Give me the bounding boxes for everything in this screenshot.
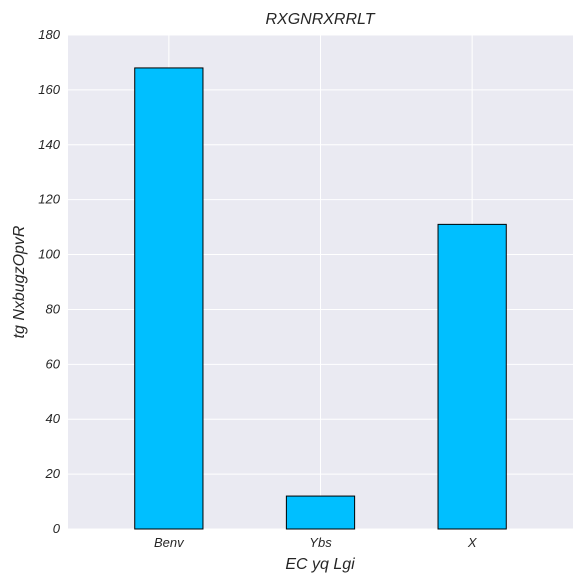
y-tick-labels: 0 20 40 60 80 100 120 140 160 180 bbox=[38, 27, 60, 536]
y-tick-label: 180 bbox=[38, 27, 60, 42]
x-tick-labels: Benv Ybs X bbox=[154, 535, 478, 550]
x-tick-label: Benv bbox=[154, 535, 185, 550]
y-tick-label: 160 bbox=[38, 82, 60, 97]
bar-x bbox=[437, 223, 507, 530]
y-tick-label: 100 bbox=[38, 247, 60, 262]
bar-benv bbox=[134, 67, 204, 530]
y-tick-label: 80 bbox=[46, 301, 61, 316]
x-tick-label: X bbox=[467, 535, 478, 550]
y-axis-label: tg NxbugzOpvR bbox=[11, 225, 28, 338]
y-tick-label: 0 bbox=[53, 521, 61, 536]
y-tick-label: 120 bbox=[38, 192, 60, 207]
y-tick-label: 20 bbox=[45, 466, 61, 481]
chart-title: RXGNRXRRLT bbox=[265, 11, 375, 28]
x-tick-label: Ybs bbox=[309, 535, 332, 550]
y-tick-label: 60 bbox=[46, 356, 61, 371]
bars bbox=[134, 67, 507, 530]
x-axis-label: EC yq Lgi bbox=[285, 556, 355, 573]
bar-ybs bbox=[285, 495, 356, 530]
y-tick-label: 140 bbox=[38, 137, 60, 152]
y-tick-label: 40 bbox=[46, 411, 61, 426]
